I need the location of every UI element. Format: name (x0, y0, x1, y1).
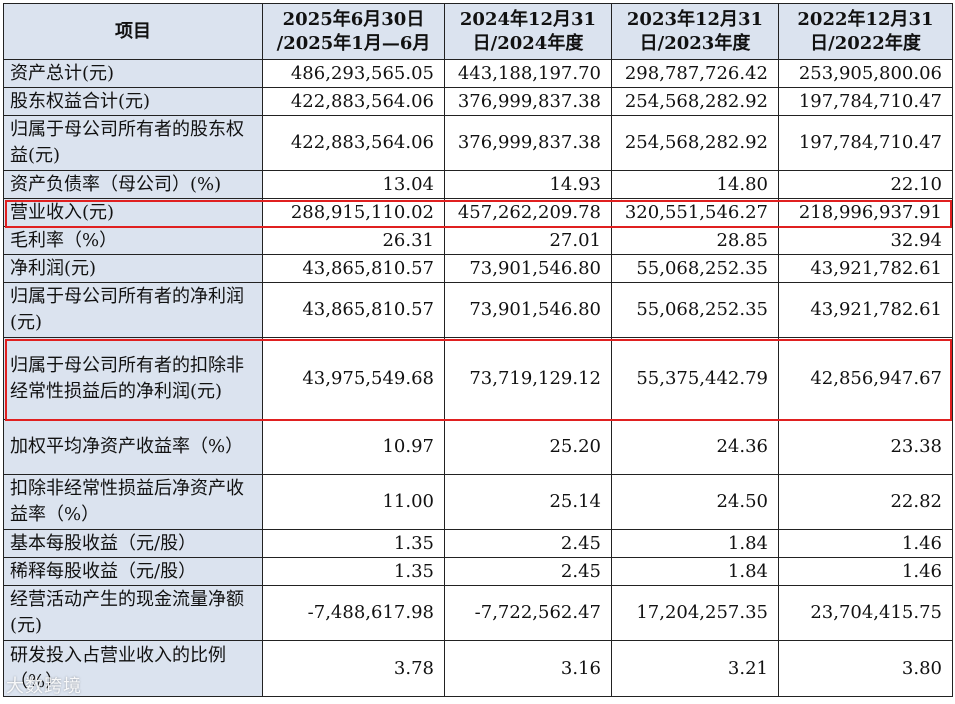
cell-value: 3.80 (778, 640, 953, 697)
cell-value: 254,568,282.92 (611, 115, 779, 171)
table-row: 扣除非经常性损益后净资产收益率（%） 11.00 25.14 24.50 22.82 (3, 474, 953, 530)
row-label: 归属于母公司所有者的净利润(元) (3, 282, 263, 338)
row-label: 资产负债率（母公司）(%) (3, 170, 263, 199)
table-row: 归属于母公司所有者的扣除非经常性损益后的净利润(元) 43,975,549.68 7… (3, 337, 953, 420)
cell-value: 320,551,546.27 (611, 198, 779, 227)
table-row: 经营活动产生的现金流量净额(元) -7,488,617.98 -7,722,562.… (3, 585, 953, 641)
cell-value: -7,722,562.47 (444, 585, 612, 641)
table-row: 归属于母公司所有者的净利润(元) 43,865,810.57 73,901,546.… (3, 282, 953, 338)
cell-value: 288,915,110.02 (262, 198, 445, 227)
cell-value: 43,865,810.57 (262, 254, 445, 283)
cell-value: 443,188,197.70 (444, 59, 612, 88)
financial-table: 项目 2025年6月30日 /2025年1月—6月 2024年12月31 日/2… (3, 3, 953, 697)
cell-value: 26.31 (262, 226, 445, 255)
row-label: 股东权益合计(元) (3, 87, 263, 116)
row-label: 资产总计(元) (3, 59, 263, 88)
cell-value: 43,865,810.57 (262, 282, 445, 338)
table-row: 加权平均净资产收益率（%） 10.97 25.20 24.36 23.38 (3, 419, 953, 475)
row-label: 基本每股收益（元/股） (3, 529, 263, 558)
cell-value: 43,921,782.61 (778, 282, 953, 338)
cell-value: 13.04 (262, 170, 445, 199)
cell-value: 197,784,710.47 (778, 115, 953, 171)
cell-value: 22.10 (778, 170, 953, 199)
header-col-1: 2025年6月30日 /2025年1月—6月 (262, 3, 445, 60)
table-row: 资产总计(元) 486,293,565.05 443,188,197.70 298,7… (3, 59, 953, 88)
table-row: 基本每股收益（元/股） 1.35 2.45 1.84 1.46 (3, 529, 953, 558)
cell-value: 253,905,800.06 (778, 59, 953, 88)
cell-value: 25.14 (444, 474, 612, 530)
row-label: 营业收入(元) (3, 198, 263, 227)
cell-value: 42,856,947.67 (778, 337, 953, 420)
cell-value: 14.93 (444, 170, 612, 199)
cell-value: 55,068,252.35 (611, 254, 779, 283)
cell-value: 218,996,937.91 (778, 198, 953, 227)
cell-value: 73,901,546.80 (444, 254, 612, 283)
cell-value: 24.50 (611, 474, 779, 530)
cell-value: 1.84 (611, 557, 779, 586)
table-row: 净利润(元) 43,865,810.57 73,901,546.80 55,068,2… (3, 254, 953, 283)
cell-value: 55,068,252.35 (611, 282, 779, 338)
cell-value: 25.20 (444, 419, 612, 475)
cell-value: 376,999,837.38 (444, 87, 612, 116)
cell-value: 14.80 (611, 170, 779, 199)
cell-value: 197,784,710.47 (778, 87, 953, 116)
cell-value: 422,883,564.06 (262, 87, 445, 116)
row-label: 净利润(元) (3, 254, 263, 283)
cell-value: 27.01 (444, 226, 612, 255)
cell-value: -7,488,617.98 (262, 585, 445, 641)
table-row: 归属于母公司所有者的股东权益(元) 422,883,564.06 376,999,8… (3, 115, 953, 171)
header-col-3: 2023年12月31 日/2023年度 (611, 3, 779, 60)
cell-value: 55,375,442.79 (611, 337, 779, 420)
cell-value: 22.82 (778, 474, 953, 530)
cell-value: 2.45 (444, 557, 612, 586)
cell-value: 254,568,282.92 (611, 87, 779, 116)
cell-value: 486,293,565.05 (262, 59, 445, 88)
cell-value: 298,787,726.42 (611, 59, 779, 88)
header-item: 项目 (3, 3, 263, 60)
cell-value: 1.35 (262, 529, 445, 558)
table-row: 毛利率（%） 26.31 27.01 28.85 32.94 (3, 226, 953, 255)
cell-value: 23.38 (778, 419, 953, 475)
cell-value: 73,901,546.80 (444, 282, 612, 338)
cell-value: 10.97 (262, 419, 445, 475)
cell-value: 11.00 (262, 474, 445, 530)
cell-value: 17,204,257.35 (611, 585, 779, 641)
row-label: 经营活动产生的现金流量净额(元) (3, 585, 263, 641)
cell-value: 1.46 (778, 529, 953, 558)
row-label: 归属于母公司所有者的股东权益(元) (3, 115, 263, 171)
row-label: 加权平均净资产收益率（%） (3, 419, 263, 475)
row-label: 研发投入占营业收入的比例（%） (3, 640, 263, 697)
row-label: 毛利率（%） (3, 226, 263, 255)
header-col-2: 2024年12月31 日/2024年度 (444, 3, 612, 60)
cell-value: 43,921,782.61 (778, 254, 953, 283)
row-label: 稀释每股收益（元/股） (3, 557, 263, 586)
cell-value: 73,719,129.12 (444, 337, 612, 420)
cell-value: 32.94 (778, 226, 953, 255)
cell-value: 3.21 (611, 640, 779, 697)
cell-value: 1.84 (611, 529, 779, 558)
cell-value: 1.46 (778, 557, 953, 586)
table-row: 资产负债率（母公司）(%) 13.04 14.93 14.80 22.10 (3, 170, 953, 199)
table-row: 研发投入占营业收入的比例（%） 3.78 3.16 3.21 3.80 (3, 640, 953, 697)
cell-value: 376,999,837.38 (444, 115, 612, 171)
cell-value: 28.85 (611, 226, 779, 255)
header-row: 项目 2025年6月30日 /2025年1月—6月 2024年12月31 日/2… (3, 3, 953, 60)
row-label: 扣除非经常性损益后净资产收益率（%） (3, 474, 263, 530)
table-row: 营业收入(元) 288,915,110.02 457,262,209.78 320,5… (3, 198, 953, 227)
table-row: 稀释每股收益（元/股） 1.35 2.45 1.84 1.46 (3, 557, 953, 586)
cell-value: 24.36 (611, 419, 779, 475)
cell-value: 2.45 (444, 529, 612, 558)
cell-value: 1.35 (262, 557, 445, 586)
cell-value: 3.16 (444, 640, 612, 697)
table-row: 股东权益合计(元) 422,883,564.06 376,999,837.38 254… (3, 87, 953, 116)
cell-value: 422,883,564.06 (262, 115, 445, 171)
cell-value: 3.78 (262, 640, 445, 697)
cell-value: 23,704,415.75 (778, 585, 953, 641)
header-col-4: 2022年12月31 日/2022年度 (778, 3, 953, 60)
cell-value: 457,262,209.78 (444, 198, 612, 227)
cell-value: 43,975,549.68 (262, 337, 445, 420)
row-label: 归属于母公司所有者的扣除非经常性损益后的净利润(元) (3, 337, 263, 420)
